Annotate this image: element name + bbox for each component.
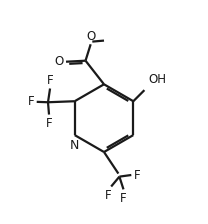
Text: O: O <box>54 55 64 68</box>
Text: F: F <box>27 95 34 108</box>
Text: OH: OH <box>149 73 167 86</box>
Text: O: O <box>86 30 95 43</box>
Text: F: F <box>47 74 53 87</box>
Text: F: F <box>134 168 141 181</box>
Text: F: F <box>120 192 127 205</box>
Text: F: F <box>105 189 112 202</box>
Text: F: F <box>46 117 52 130</box>
Text: N: N <box>70 139 79 152</box>
